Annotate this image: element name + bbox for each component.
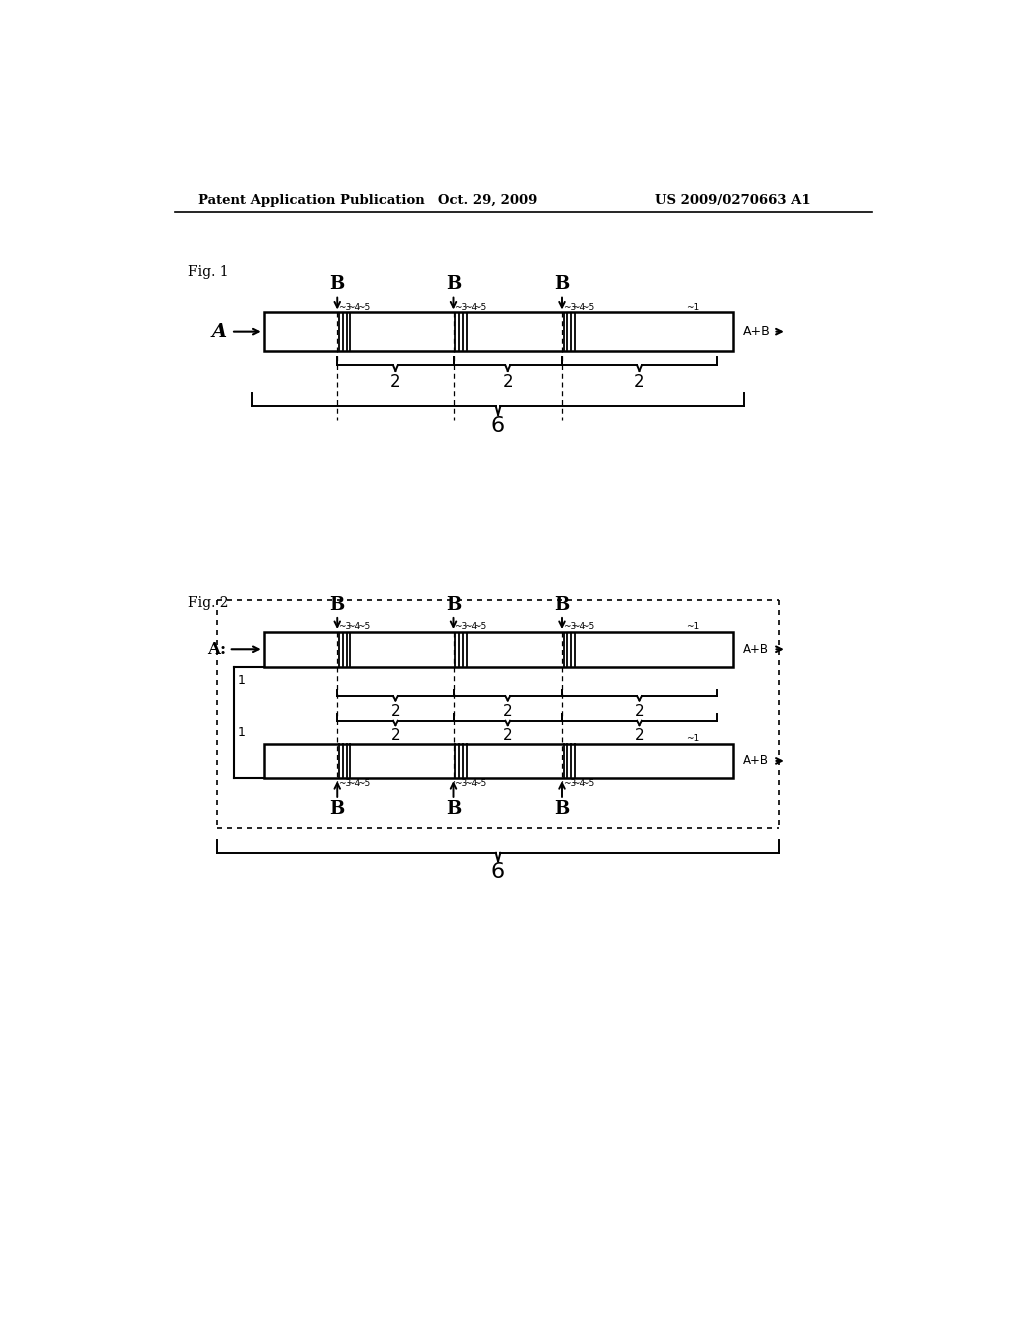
Text: ~1: ~1: [686, 302, 699, 312]
Text: ~4: ~4: [464, 622, 477, 631]
Text: Oct. 29, 2009: Oct. 29, 2009: [438, 194, 538, 207]
Text: B: B: [554, 275, 569, 293]
Text: A:: A:: [208, 640, 226, 657]
Text: ~5: ~5: [473, 622, 486, 631]
Text: B: B: [330, 597, 345, 614]
Text: Fig. 2: Fig. 2: [188, 597, 229, 610]
Text: ~4: ~4: [464, 302, 477, 312]
Text: ~3: ~3: [563, 302, 577, 312]
Text: 2: 2: [390, 704, 400, 719]
Text: ~4: ~4: [347, 302, 360, 312]
Text: ~4: ~4: [347, 779, 360, 788]
Text: 2: 2: [635, 704, 644, 719]
Text: ~4: ~4: [464, 779, 477, 788]
Text: 2: 2: [503, 729, 513, 743]
Text: 6: 6: [490, 862, 505, 882]
Text: ~3: ~3: [563, 779, 577, 788]
Text: A+B: A+B: [742, 325, 770, 338]
Text: B: B: [554, 597, 569, 614]
Text: ~3: ~3: [455, 302, 468, 312]
Text: US 2009/0270663 A1: US 2009/0270663 A1: [655, 194, 811, 207]
Text: ~5: ~5: [582, 302, 595, 312]
Text: ~4: ~4: [347, 622, 360, 631]
Text: ~4: ~4: [572, 779, 585, 788]
Text: ~4: ~4: [572, 302, 585, 312]
Text: ~1: ~1: [686, 622, 699, 631]
Text: 1: 1: [238, 726, 245, 739]
Text: B: B: [330, 800, 345, 818]
Text: ~5: ~5: [356, 779, 370, 788]
Text: ~3: ~3: [455, 622, 468, 631]
Text: B: B: [445, 800, 461, 818]
Text: ~3: ~3: [338, 779, 351, 788]
Text: A+B: A+B: [742, 755, 769, 767]
Text: 2: 2: [503, 704, 513, 719]
Text: Patent Application Publication: Patent Application Publication: [198, 194, 425, 207]
Text: 6: 6: [490, 416, 505, 436]
Text: 2: 2: [390, 729, 400, 743]
Text: A: A: [212, 322, 227, 341]
Text: ~1: ~1: [686, 734, 699, 743]
Text: 2: 2: [503, 372, 513, 391]
Text: A+B: A+B: [742, 643, 769, 656]
Text: B: B: [445, 597, 461, 614]
Text: 2: 2: [390, 372, 400, 391]
Text: Fig. 1: Fig. 1: [188, 265, 229, 280]
Text: 2: 2: [634, 372, 645, 391]
Text: 2: 2: [635, 729, 644, 743]
Text: B: B: [330, 275, 345, 293]
Text: ~3: ~3: [338, 302, 351, 312]
Text: B: B: [445, 275, 461, 293]
Text: ~5: ~5: [582, 622, 595, 631]
Text: ~5: ~5: [473, 779, 486, 788]
Text: ~5: ~5: [473, 302, 486, 312]
Text: ~5: ~5: [356, 622, 370, 631]
Text: ~3: ~3: [563, 622, 577, 631]
Text: ~5: ~5: [582, 779, 595, 788]
Text: 1: 1: [238, 675, 245, 686]
Text: B: B: [554, 800, 569, 818]
Text: ~5: ~5: [356, 302, 370, 312]
Text: ~4: ~4: [572, 622, 585, 631]
Text: ~3: ~3: [455, 779, 468, 788]
Text: ~3: ~3: [338, 622, 351, 631]
